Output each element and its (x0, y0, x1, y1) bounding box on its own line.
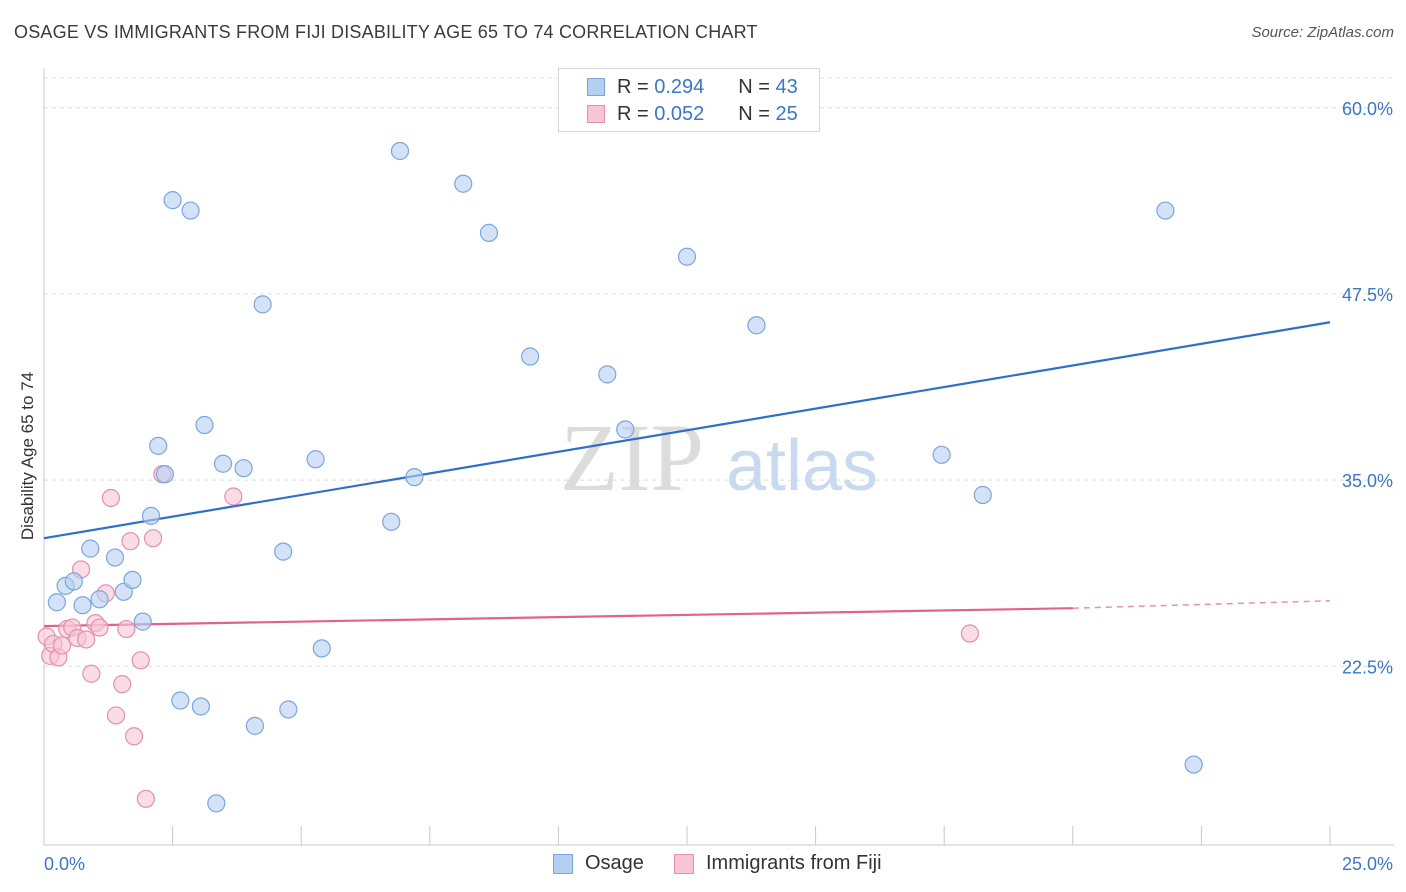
legend-r-label: R = (617, 102, 649, 125)
axes (43, 68, 1394, 846)
legend-n-value-osage: 43 (775, 75, 798, 98)
source-label: Source: ZipAtlas.com (1251, 24, 1394, 41)
point-fiji (101, 488, 120, 508)
point-osage (479, 223, 499, 242)
point-fiji (224, 487, 243, 506)
legend-label-osage: Osage (585, 852, 644, 874)
point-fiji (124, 727, 144, 746)
series-legend: Osage Immigrants from Fiji (0, 852, 1406, 878)
legend-label-fiji: Immigrants from Fiji (706, 852, 882, 874)
point-fiji (106, 706, 126, 725)
point-osage (64, 572, 83, 591)
point-osage (171, 691, 190, 710)
legend-row-osage: R = 0.294 N = 43 (587, 75, 798, 99)
point-fiji (82, 664, 101, 683)
point-osage (1156, 201, 1175, 220)
point-osage (163, 191, 182, 210)
point-fiji (113, 675, 132, 694)
stats-legend: R = 0.294 N = 43 R = 0.052 N = 25 (558, 68, 820, 132)
y-axis-title: Disability Age 65 to 74 (18, 372, 37, 540)
legend-n-value-fiji: 25 (775, 102, 798, 125)
legend-item-osage: Osage (553, 852, 644, 875)
point-osage (306, 450, 325, 469)
watermark-atlas: atlas (726, 426, 878, 506)
point-osage (245, 716, 265, 735)
point-fiji (121, 532, 140, 551)
point-osage (521, 347, 540, 366)
point-osage (149, 436, 168, 455)
point-fiji (52, 636, 72, 655)
point-osage (1184, 755, 1203, 774)
point-osage (195, 415, 214, 435)
watermark: ZIP atlas (560, 404, 878, 511)
trend-line-osage (43, 321, 1331, 540)
trend-line-fiji (43, 607, 1073, 628)
point-osage (390, 141, 410, 161)
point-osage (90, 590, 109, 609)
point-osage (616, 420, 635, 439)
trend-line-fiji-extrapolated (1072, 600, 1331, 609)
point-osage (677, 247, 697, 266)
legend-swatch-fiji (674, 853, 694, 874)
y-tick-label: 22.5% (1342, 657, 1393, 677)
point-osage (253, 295, 272, 314)
point-osage (213, 454, 233, 473)
point-osage (47, 593, 66, 612)
point-osage (81, 539, 100, 558)
point-osage (932, 445, 951, 464)
point-osage (73, 596, 92, 615)
point-osage (123, 570, 142, 590)
point-osage (141, 506, 161, 525)
point-osage (207, 794, 226, 813)
y-tick-label: 47.5% (1342, 285, 1393, 305)
point-osage (155, 465, 174, 484)
point-osage (234, 459, 253, 478)
chart-title: OSAGE VS IMMIGRANTS FROM FIJI DISABILITY… (14, 22, 758, 42)
point-osage (191, 697, 210, 716)
point-osage (133, 612, 152, 631)
point-fiji (960, 624, 980, 643)
point-osage (405, 468, 424, 487)
legend-swatch-fiji (587, 105, 605, 123)
point-osage (274, 542, 293, 561)
point-osage (312, 639, 331, 658)
axis-labels: 22.5% 35.0% 47.5% 60.0% 0.0% 25.0% Disability … (18, 99, 1393, 874)
trend-lines (43, 321, 1331, 628)
point-osage (279, 700, 298, 719)
grid-lines (44, 77, 1394, 667)
point-fiji (90, 618, 109, 637)
x-tick-label: 25.0% (1342, 854, 1393, 874)
legend-item-fiji: Immigrants from Fiji (674, 852, 882, 875)
legend-r-value-osage: 0.294 (654, 75, 705, 98)
legend-swatch-osage (587, 78, 605, 96)
legend-row-fiji: R = 0.052 N = 25 (587, 102, 798, 126)
point-osage (105, 548, 125, 567)
legend-n-label: N = (738, 75, 770, 98)
point-osage (382, 512, 401, 531)
legend-r-value-fiji: 0.052 (654, 102, 705, 125)
legend-swatch-osage (553, 853, 573, 874)
legend-n-label: N = (738, 102, 770, 125)
point-fiji (131, 651, 150, 670)
point-osage (598, 365, 617, 384)
point-osage (454, 174, 473, 193)
y-tick-label: 35.0% (1342, 471, 1393, 491)
x-tick-label: 0.0% (44, 854, 85, 874)
point-osage (747, 316, 766, 335)
point-osage (973, 485, 992, 505)
point-fiji (77, 630, 96, 649)
y-tick-label: 60.0% (1342, 99, 1393, 119)
point-fiji (117, 619, 136, 639)
point-fiji (136, 789, 155, 808)
data-points (37, 141, 1203, 813)
watermark-zip: ZIP (560, 404, 704, 511)
point-fiji (143, 529, 163, 548)
legend-r-label: R = (617, 75, 649, 98)
point-osage (181, 201, 200, 220)
